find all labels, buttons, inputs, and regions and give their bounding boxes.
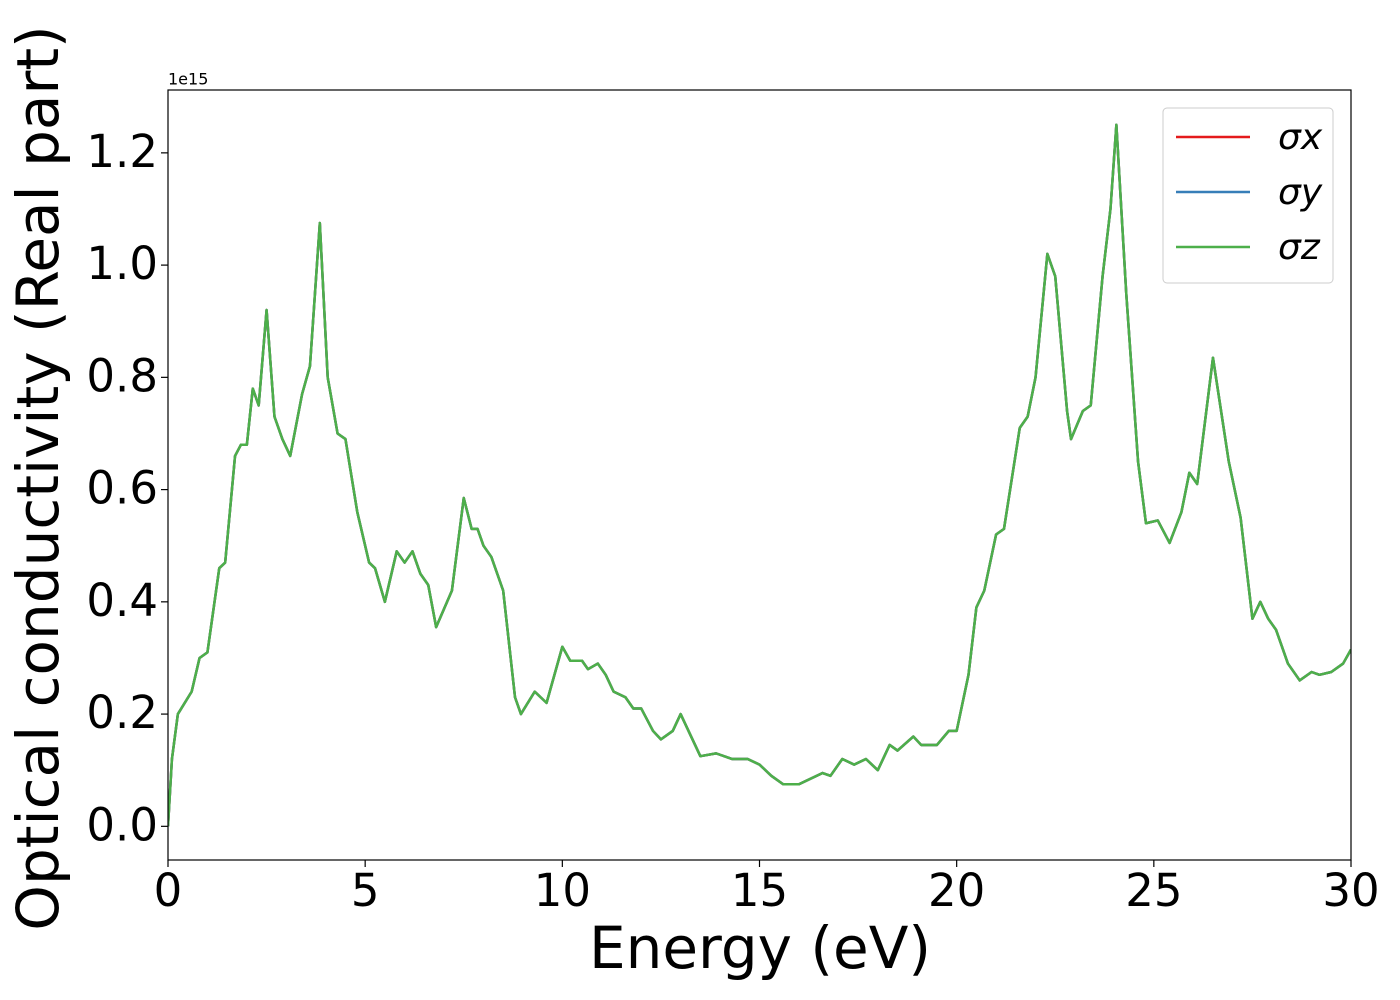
- x-tick-label: 5: [351, 864, 380, 917]
- x-axis-label: Energy (eV): [589, 914, 931, 982]
- series-line: [168, 123, 1351, 827]
- legend-box: [1162, 107, 1334, 284]
- y-tick-label: 1.0: [86, 237, 158, 290]
- y-tick-label: 0.6: [86, 462, 158, 515]
- x-tick-label: 0: [154, 864, 183, 917]
- legend-label: σy: [1278, 172, 1323, 213]
- y-tick-label: 1.2: [86, 125, 158, 178]
- legend-label: σz: [1278, 227, 1321, 268]
- y-offset-label: 1e15: [168, 70, 208, 89]
- y-tick-label: 0.0: [86, 798, 158, 851]
- y-tick-label: 0.8: [86, 349, 158, 402]
- legend-label: σx: [1278, 117, 1323, 158]
- x-tick-label: 20: [928, 864, 985, 917]
- x-tick-label: 30: [1322, 864, 1379, 917]
- x-tick-label: 10: [534, 864, 591, 917]
- y-axis-label: Optical conductivity (Real part): [4, 25, 72, 930]
- y-tick-label: 0.2: [86, 686, 158, 739]
- x-tick-label: 25: [1125, 864, 1182, 917]
- x-tick-label: 15: [731, 864, 788, 917]
- y-tick-label: 0.4: [86, 574, 158, 627]
- plot-frame: [167, 89, 1352, 861]
